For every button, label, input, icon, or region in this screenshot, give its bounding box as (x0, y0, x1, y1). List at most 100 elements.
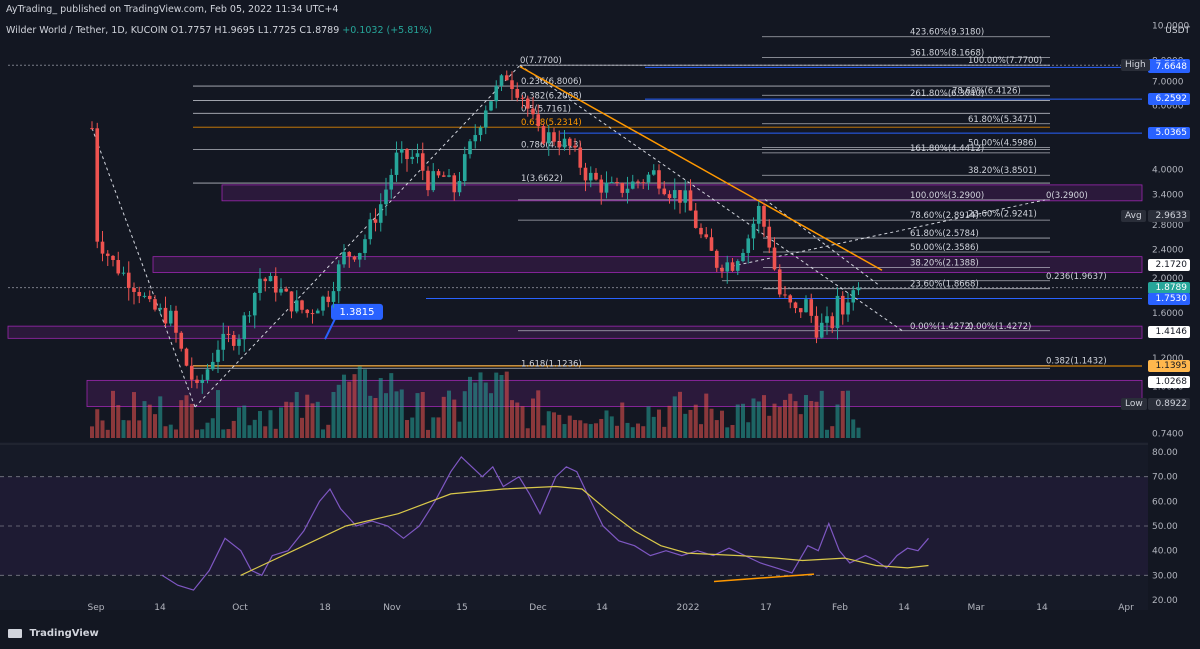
volume-bar (273, 428, 278, 438)
callout-box (331, 303, 383, 320)
x-tick-label: Nov (383, 603, 401, 613)
price-tick-label: 1.2000 (1152, 354, 1184, 364)
volume-bar (583, 423, 588, 438)
volume-bar (720, 410, 724, 438)
volume-bar (189, 403, 194, 438)
tradingview-icon (8, 628, 22, 638)
candle-body (520, 97, 525, 99)
x-tick-label: 17 (760, 603, 771, 613)
volume-bar (651, 416, 656, 438)
candle-body (368, 219, 373, 240)
fib-label: 0.382(1.1432) (1046, 357, 1107, 367)
candle-body (305, 309, 310, 314)
candle-body (352, 256, 357, 260)
volume-bar (468, 376, 472, 438)
fib-label: 78.60%(6.4126) (952, 86, 1021, 96)
volume-bar (289, 402, 294, 438)
volume-bar (242, 405, 247, 438)
volume-bar (100, 420, 105, 438)
volume-bar (357, 366, 362, 438)
volume-bar (200, 429, 205, 438)
candle-body (730, 262, 735, 271)
candle-body (856, 287, 861, 291)
price-tick-label: 0.7400 (1152, 430, 1184, 440)
candle-body (667, 194, 672, 199)
candle-body (588, 172, 593, 181)
volume-bar (510, 400, 514, 438)
volume-bar (683, 413, 688, 438)
candle-body (273, 275, 278, 293)
candle-body (462, 154, 467, 182)
volume-bar (830, 426, 835, 438)
candle-body (720, 267, 724, 272)
volume-bar (646, 406, 651, 438)
volume-bar (373, 397, 378, 438)
candle-body (688, 190, 693, 211)
candle-body (210, 361, 215, 370)
candle-body (772, 247, 777, 270)
fib-label: 78.60%(2.8914) (910, 211, 979, 221)
candle-body (756, 205, 761, 224)
volume-bar (709, 408, 714, 438)
fib-label: 61.80%(5.3471) (968, 115, 1037, 125)
x-tick-label: Dec (529, 603, 546, 613)
volume-bar (567, 415, 572, 438)
volume-bar (394, 391, 399, 438)
volume-bar (368, 395, 373, 438)
fib-label: 50.00%(2.3586) (910, 243, 979, 253)
candle-body (195, 379, 199, 383)
tradingview-logo[interactable]: TradingView (8, 628, 99, 639)
high-side-label: High (1121, 59, 1150, 72)
volume-bar (615, 425, 619, 438)
volume-bar (730, 425, 735, 438)
dashed-trendline (91, 127, 196, 408)
candle-body (336, 264, 341, 292)
volume-bar (636, 423, 640, 438)
rsi-tick-label: 80.00 (1152, 448, 1178, 458)
candle-body (300, 300, 304, 310)
currency-label: USDT (1165, 26, 1190, 36)
candle-body (378, 204, 383, 223)
candle-body (242, 315, 247, 340)
candle-body (168, 310, 173, 324)
candle-body (835, 295, 840, 329)
candle-body (609, 182, 614, 184)
volume-bar (825, 429, 829, 438)
candle-body (373, 219, 378, 223)
candle-body (672, 190, 677, 199)
volume-bar (137, 420, 142, 438)
x-tick-label: 14 (1036, 603, 1048, 613)
candle-body (331, 291, 336, 302)
candle-body (410, 156, 415, 160)
candle-body (699, 227, 703, 235)
volume-bar (399, 389, 404, 438)
candle-body (137, 291, 142, 297)
candle-body (615, 182, 619, 184)
candle-body (263, 278, 268, 282)
volume-bar (525, 428, 530, 438)
candle-body (216, 349, 220, 362)
candle-body (662, 188, 667, 195)
volume-bar (336, 384, 341, 438)
volume-bar (562, 424, 567, 438)
volume-bar (630, 427, 635, 438)
volume-bar (552, 412, 556, 438)
volume-bar (174, 429, 178, 438)
volume-bar (846, 390, 850, 438)
candle-body (494, 85, 499, 102)
volume-bar (504, 371, 509, 438)
rsi-tick-label: 40.00 (1152, 547, 1178, 557)
x-tick-label: 15 (456, 603, 467, 613)
fib-label: 0(3.2900) (1046, 191, 1088, 201)
fib-label: 23.60%(1.8668) (910, 280, 979, 290)
candle-body (809, 299, 814, 316)
volume-bar (536, 390, 541, 438)
candle-body (357, 253, 362, 260)
volume-bar (599, 418, 604, 438)
candle-body (646, 174, 651, 183)
candle-body (741, 252, 745, 262)
candle-body (179, 332, 184, 349)
volume-bar (520, 406, 525, 438)
rsi-line (161, 455, 929, 591)
